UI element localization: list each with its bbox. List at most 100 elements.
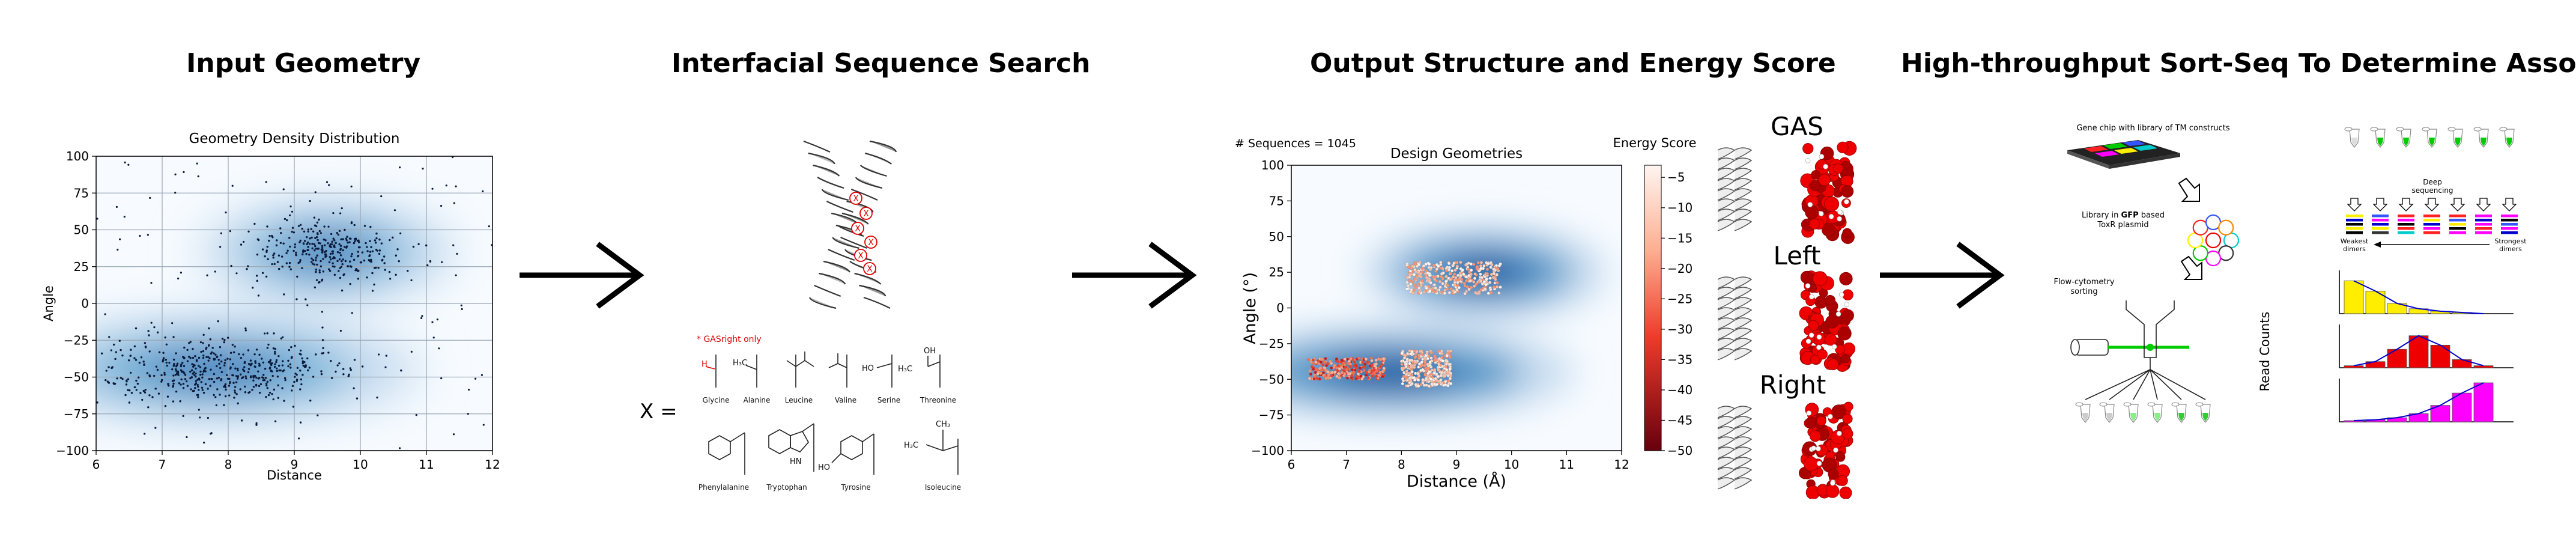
interface-marker-x: X: [868, 238, 874, 248]
y-tick-label: 75: [1269, 193, 1284, 208]
energy-point: [1463, 292, 1467, 296]
scatter-point: [219, 354, 222, 356]
scatter-point: [155, 365, 158, 368]
scatter-point: [257, 370, 259, 373]
scatter-point: [348, 373, 350, 376]
scatter-point: [266, 246, 268, 248]
scatter-point: [278, 369, 280, 372]
scatter-point: [377, 267, 380, 269]
scatter-point: [267, 394, 270, 397]
scatter-point: [325, 249, 327, 252]
scatter-point: [224, 359, 226, 362]
scatter-point: [240, 243, 243, 246]
x-axis-label: Distance: [267, 468, 322, 483]
energy-point: [1319, 367, 1323, 370]
y-tick-label: −25: [1259, 336, 1284, 351]
scatter-point: [300, 349, 302, 352]
scatter-point: [144, 346, 147, 349]
energy-point: [1414, 360, 1417, 364]
y-tick-label: 0: [1276, 301, 1284, 315]
scatter-point: [201, 376, 204, 379]
scatter-point: [124, 161, 126, 163]
scatter-point: [193, 371, 195, 374]
barcode-bar: [2449, 215, 2466, 218]
energy-point: [1417, 286, 1421, 290]
scatter-point: [258, 362, 261, 365]
scatter-point: [164, 336, 166, 339]
scatter-point: [347, 375, 350, 377]
x-axis-label: Distance (Å): [1407, 472, 1506, 491]
energy-point: [1477, 269, 1480, 273]
energy-point: [1456, 273, 1460, 277]
scatter-point: [242, 240, 245, 243]
scatter-point: [138, 361, 141, 364]
scatter-point: [182, 386, 185, 389]
seq-tube-cap: [2370, 127, 2378, 132]
scatter-point: [311, 236, 313, 239]
energy-point: [1445, 354, 1449, 358]
energy-point: [1402, 371, 1406, 374]
atom-sphere: [1816, 416, 1826, 426]
scatter-point: [357, 239, 360, 242]
scatter-point: [289, 268, 292, 270]
scatter-point: [128, 401, 131, 404]
interface-marker: [851, 222, 864, 235]
scatter-point: [219, 367, 222, 370]
colorbar-tick-label: −15: [1667, 231, 1693, 245]
scatter-point: [202, 350, 205, 353]
scatter-point: [59, 382, 61, 383]
scatter-point: [244, 327, 247, 330]
scatter-point: [236, 377, 239, 380]
energy-point: [1490, 291, 1493, 294]
scatter-point: [139, 234, 141, 237]
scatter-point: [272, 347, 275, 350]
energy-point: [1409, 290, 1413, 294]
atom-sphere: [1837, 326, 1852, 341]
scatter-point: [192, 348, 194, 350]
scatter-point: [383, 262, 386, 264]
scatter-point: [353, 242, 356, 245]
scatter-point: [333, 239, 336, 242]
ribbon-turn: [1734, 317, 1753, 330]
scatter-point: [142, 389, 145, 392]
scatter-point: [195, 373, 197, 375]
scatter-point: [153, 374, 156, 377]
scatter-point: [441, 261, 443, 263]
scatter-point: [320, 260, 322, 263]
scatter-point: [271, 362, 273, 365]
energy-point: [1426, 367, 1430, 371]
energy-point: [1374, 358, 1378, 362]
energy-point: [1470, 269, 1473, 272]
scatter-point: [348, 241, 351, 243]
scatter-point: [300, 353, 302, 356]
barcode-bar: [2346, 223, 2363, 226]
energy-point: [1415, 274, 1419, 278]
scatter-point: [269, 367, 271, 369]
scatter-point: [467, 413, 469, 415]
energy-point: [1479, 261, 1483, 264]
scatter-point: [283, 218, 286, 221]
scatter-point: [217, 320, 219, 323]
energy-point: [1375, 369, 1379, 373]
atom-sphere: [1825, 294, 1835, 306]
scatter-point: [346, 236, 348, 238]
scatter-point: [252, 379, 255, 382]
hist-bar: [2344, 365, 2364, 368]
flow-cytometer-icon: [2070, 300, 2206, 400]
scatter-point: [202, 342, 204, 344]
scatter-point: [283, 293, 285, 296]
atom-sphere: [1841, 309, 1854, 322]
ribbon-turn: [1734, 147, 1753, 160]
scatter-point: [293, 380, 295, 383]
scatter-point: [237, 369, 239, 371]
y-tick-label: 100: [66, 149, 89, 163]
scatter-point: [120, 377, 123, 379]
energy-point: [1444, 365, 1447, 368]
scatter-point: [174, 192, 177, 194]
scatter-point: [201, 389, 204, 391]
scatter-point: [312, 376, 315, 378]
gasright-note: * GASright only: [697, 335, 762, 344]
energy-point: [1362, 365, 1365, 369]
colorbar-tick-label: −5: [1667, 170, 1685, 184]
